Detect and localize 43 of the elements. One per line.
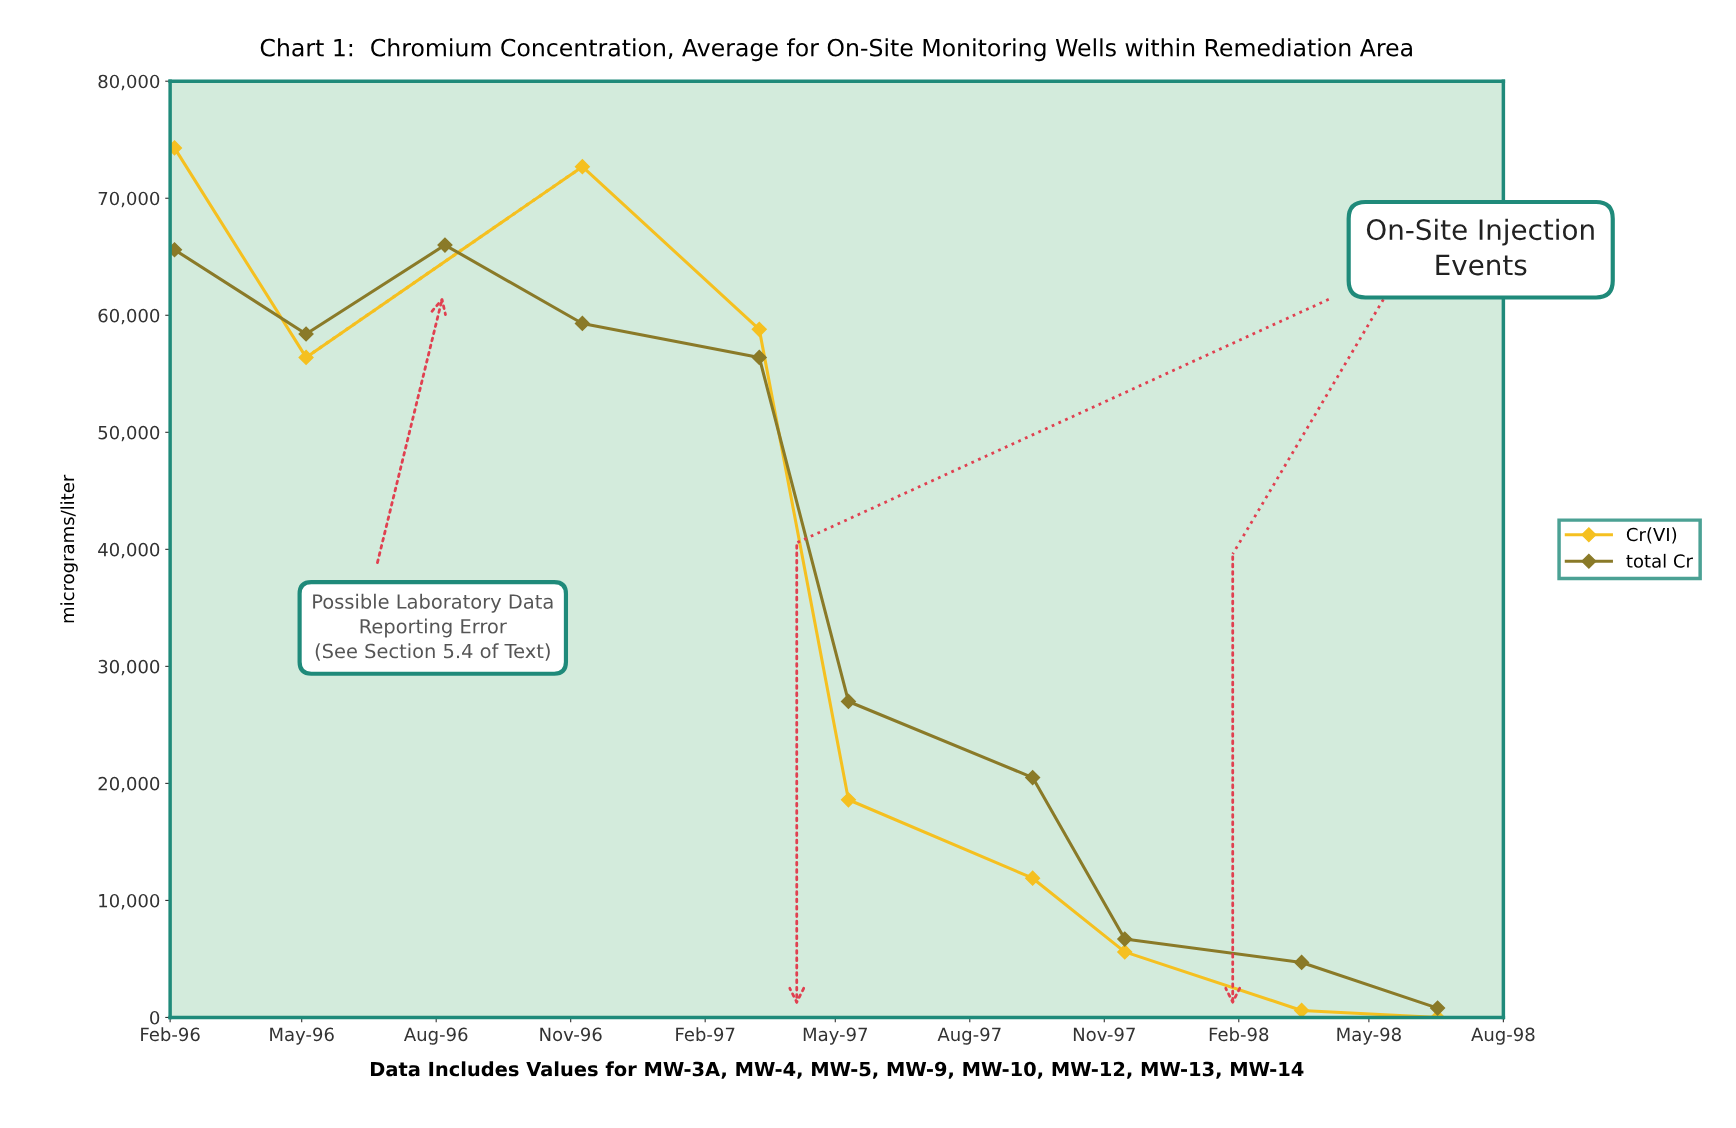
- point: [840, 792, 857, 808]
- point: [1117, 931, 1133, 947]
- x-tick-label: May-98: [1337, 1027, 1401, 1045]
- point: [1430, 1000, 1446, 1016]
- x-tick-label: Feb-97: [676, 1027, 735, 1042]
- y-tick-label: 40,000: [98, 542, 160, 559]
- legend-label: Cr(VI): [1626, 527, 1677, 544]
- x-tick-label: Aug-98: [1471, 1027, 1535, 1045]
- point: [751, 321, 767, 337]
- y-tick-label: 0: [150, 1010, 160, 1025]
- point: [437, 237, 453, 253]
- y-tick-label: 60,000: [98, 308, 160, 325]
- point: [751, 349, 767, 365]
- x-tick-label: Aug-97: [937, 1027, 1001, 1045]
- y-tick-label: 30,000: [98, 659, 160, 676]
- x-tick-label: May-97: [803, 1027, 867, 1045]
- point: [1025, 870, 1041, 886]
- x-tick-label: Feb-96: [141, 1027, 200, 1042]
- point: [1117, 944, 1133, 960]
- annotation: On-Site Injection Events: [1366, 218, 1594, 276]
- x-tick-label: May-96: [270, 1027, 334, 1045]
- point: [574, 159, 590, 175]
- y-tick-label: 20,000: [98, 776, 160, 793]
- point: [298, 349, 314, 365]
- legend-label: total Cr: [1626, 553, 1693, 568]
- y-tick-label: 50,000: [98, 425, 160, 442]
- chart-title: Chart 1: Chromium Concentration, Average for On-Site Monitoring Wells within Remediation Area: [260, 38, 1412, 62]
- x-tick-label: Nov-96: [540, 1027, 602, 1042]
- annotation: Possible Laboratory Data Reporting Error (See Section 5.4 of Text): [313, 593, 553, 661]
- point: [574, 315, 590, 332]
- point: [840, 693, 857, 710]
- x-tick-label: Nov-97: [1073, 1027, 1135, 1042]
- y-axis-title: micrograms/liter: [60, 474, 78, 623]
- x-tick-label: Feb-98: [1209, 1027, 1269, 1042]
- point: [1025, 769, 1041, 786]
- point: [1294, 1002, 1310, 1018]
- x-axis-title: Data Includes Values for MW-3A, MW-4, MW-5, MW-9, MW-10, MW-12, MW-13, MW-14: [370, 1061, 1304, 1079]
- y-tick-label: 10,000: [99, 893, 160, 910]
- y-tick-label: 80,000: [98, 74, 160, 91]
- point: [298, 326, 314, 342]
- point: [1294, 954, 1310, 971]
- y-tick-label: 70,000: [98, 191, 160, 208]
- x-tick-label: Aug-96: [403, 1027, 468, 1045]
